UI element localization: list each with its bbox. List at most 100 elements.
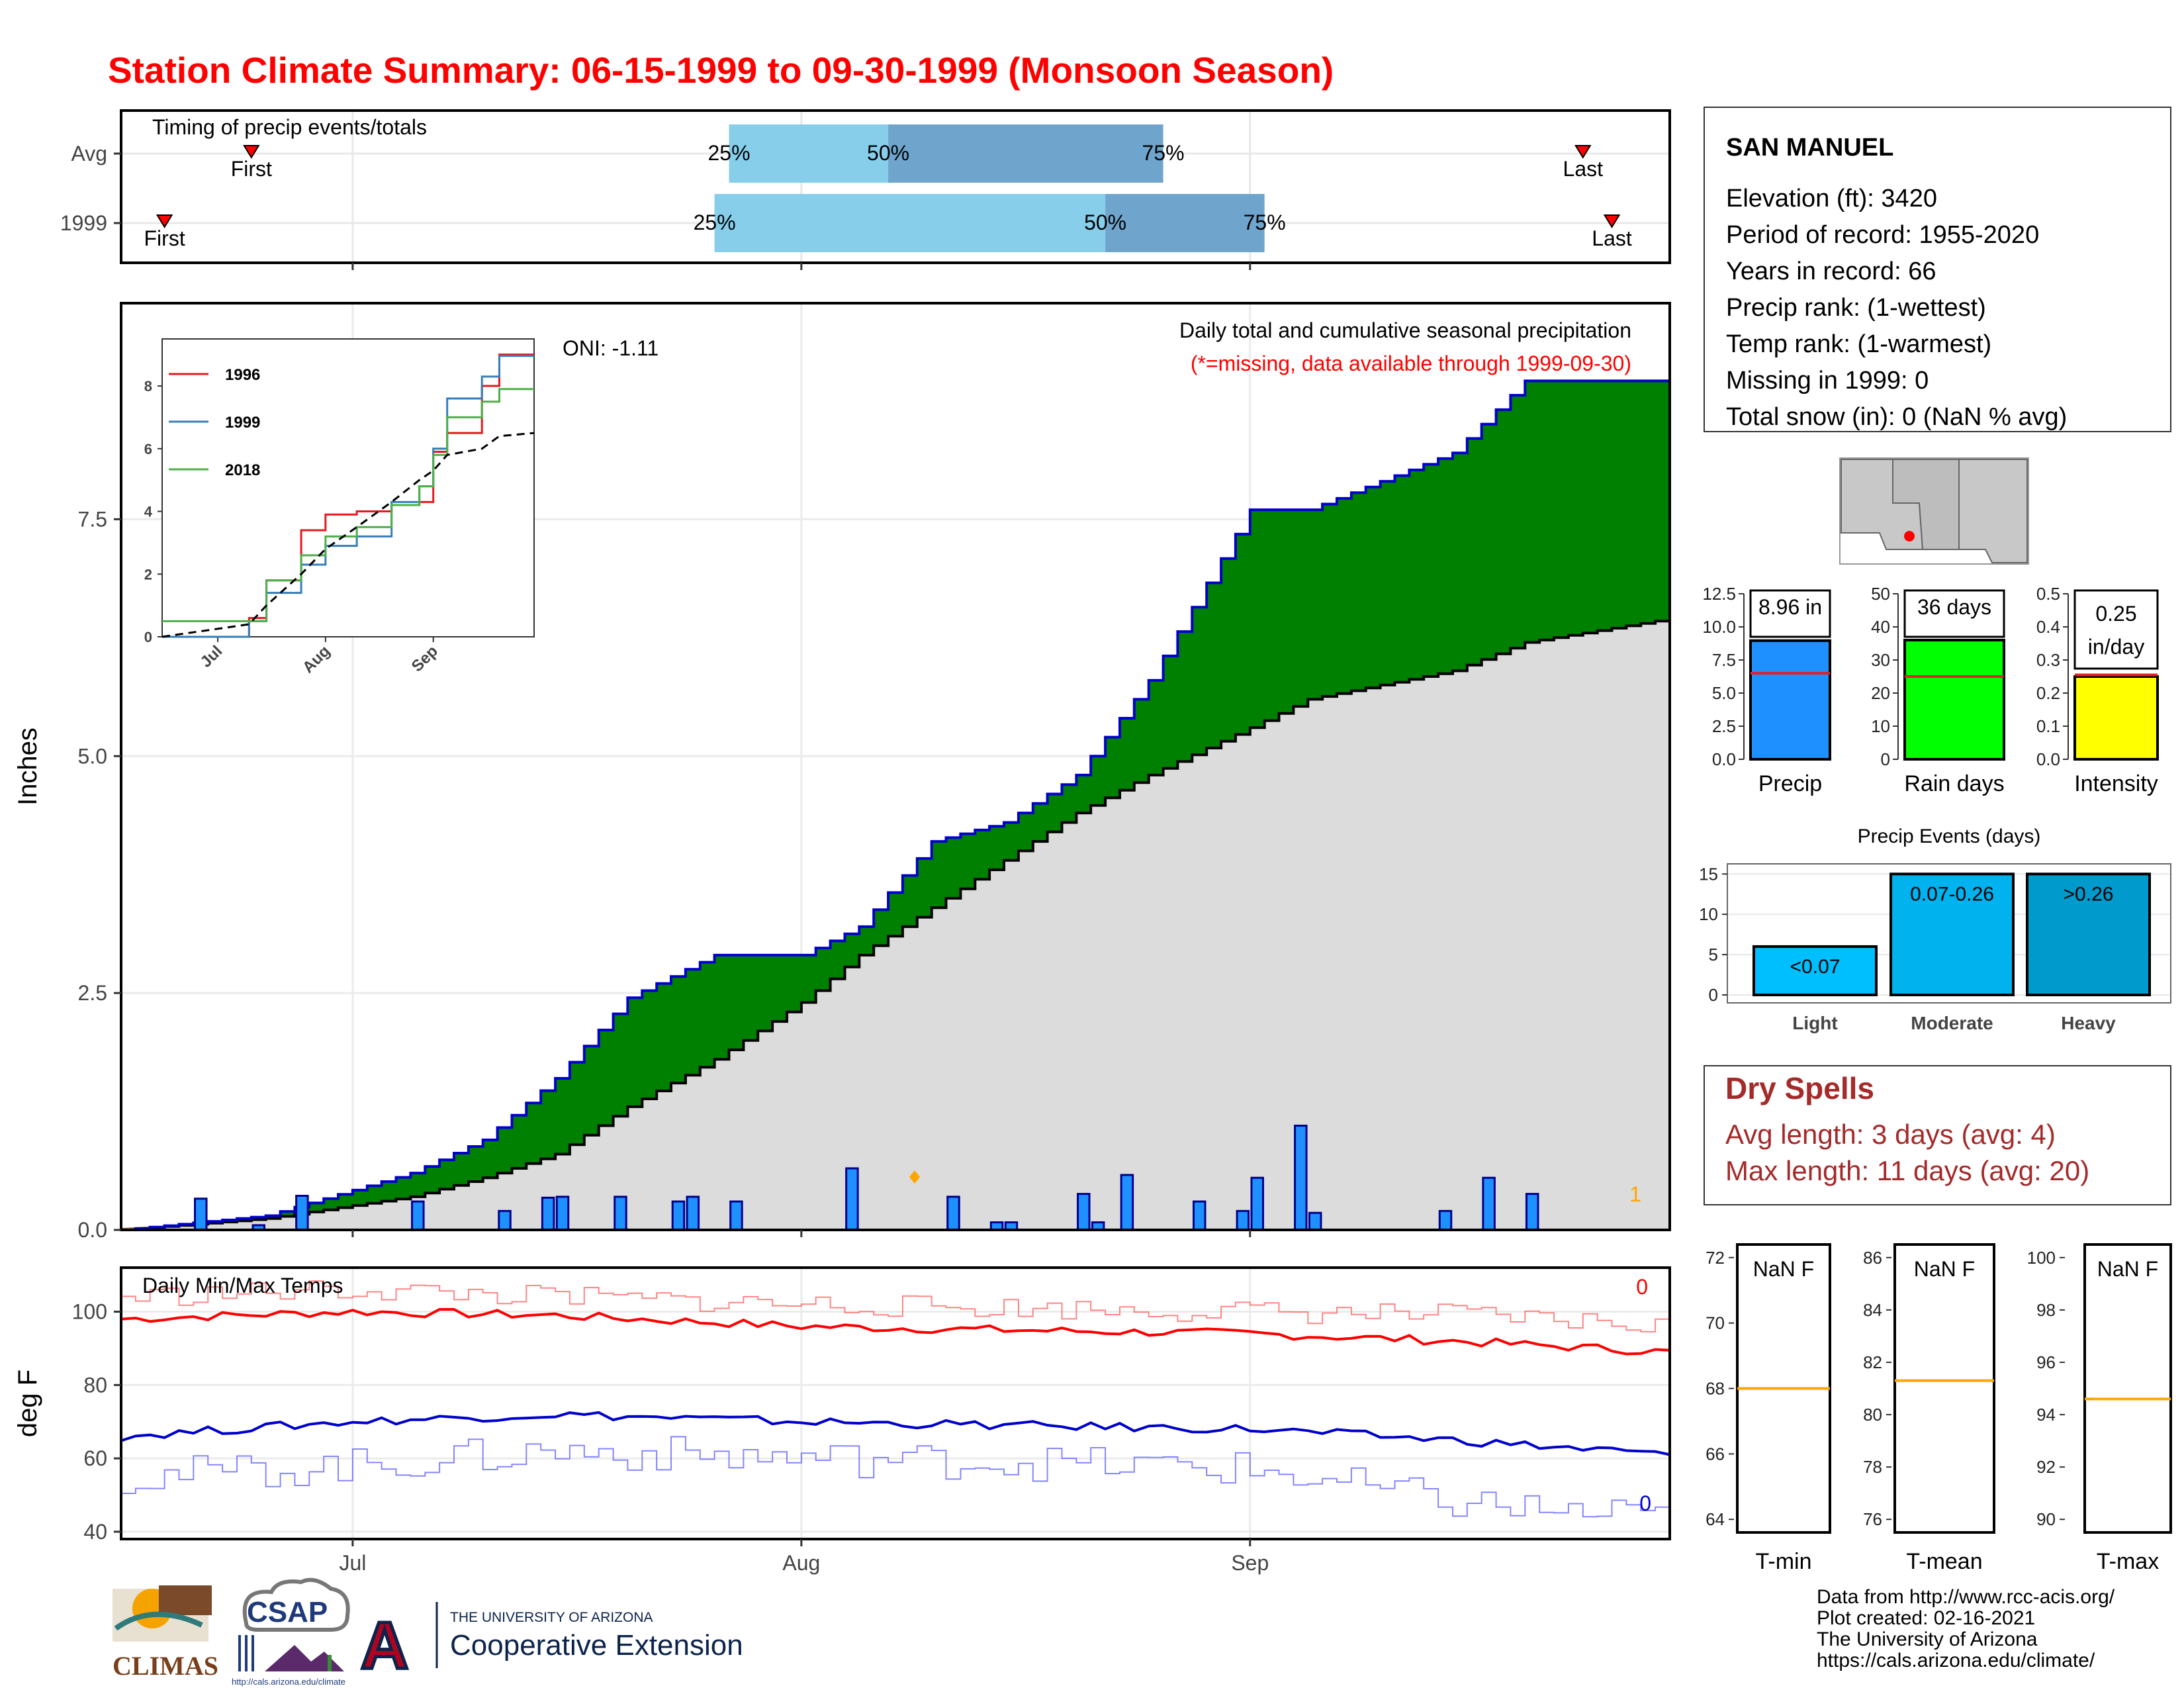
precip-panel: Daily total and cumulative seasonal prec…	[13, 302, 1671, 1242]
station-info-line: Total snow (in): 0 (NaN % avg)	[1726, 403, 2067, 431]
events-title: Precip Events (days)	[1858, 825, 2041, 847]
timing-panel: 25% 50% 75% First Last 25% 50% 75% First Last Tim…	[60, 109, 1671, 270]
summary-ytick: 0	[1881, 749, 1890, 769]
gauge-label: T-min	[1756, 1549, 1812, 1574]
x-tick-label: Sep	[1231, 1551, 1269, 1575]
precip-normal-line	[121, 618, 1671, 1231]
station-info-line: Missing in 1999: 0	[1726, 367, 1929, 395]
summary-bars: 0.0 2.5 5.0 7.5 10.0 12.5 8.96 in Precip 0 10 20 30…	[1702, 584, 2159, 796]
precip-daily-bar	[614, 1196, 627, 1231]
timing-bars: 25% 50% 75% First Last 25% 50% 75% First Last	[144, 124, 1632, 252]
ua-letter-logo: A	[361, 1609, 408, 1683]
summary-ytick: 2.5	[1712, 716, 1736, 736]
timing-label: Timing of precip events/totals	[152, 115, 427, 139]
precip-daily-bar	[411, 1200, 425, 1231]
events-ytick: 15	[1699, 864, 1718, 884]
summary-ytick: 7.5	[1712, 650, 1736, 670]
timing-row-label-year: 1999	[60, 211, 107, 235]
precip-ytick: 5.0	[78, 744, 107, 768]
precip-events-chart: Precip Events (days) 0 5 10 15 <0.07 Light 0.0…	[1699, 825, 2171, 1033]
gauge-ytick: 84	[1863, 1300, 1882, 1320]
gauge-frame-t-max	[2083, 1243, 2172, 1534]
gauge-ytick: 90	[2036, 1509, 2056, 1529]
climas-logo-text: CLIMAS	[113, 1651, 218, 1681]
timing-first-label: First	[231, 157, 272, 181]
inset-series-line	[162, 388, 534, 622]
temp-series-line	[120, 1308, 1670, 1356]
precip-area	[121, 379, 1671, 1231]
gauge-value-label: NaN F	[2097, 1257, 2158, 1281]
logos: CLIMAS CSAP http://cals.arizona.edu/clim…	[113, 1577, 743, 1687]
gauge-ytick: 86	[1863, 1248, 1882, 1268]
station-location-marker	[1904, 531, 1915, 541]
summary-ytick: 40	[1871, 617, 1890, 637]
precip-ytick: 0.0	[78, 1218, 107, 1242]
summary-ytick: 0.1	[2036, 716, 2060, 736]
precip-daily-bar	[1438, 1209, 1453, 1231]
gauge-ytick: 64	[1706, 1509, 1725, 1529]
gauge-value-label: NaN F	[1914, 1257, 1975, 1281]
summary-ytick: 10.0	[1702, 617, 1736, 637]
precip-daily-bar	[498, 1209, 512, 1231]
summary-ytick: 10	[1871, 716, 1890, 736]
events-category-label: Heavy	[2061, 1013, 2116, 1033]
inset-ytick: 0	[144, 629, 152, 645]
credit-line: Data from http://www.rcc-acis.org/	[1817, 1586, 2115, 1608]
gauge-ytick: 80	[1863, 1405, 1882, 1425]
gauge-ytick: 76	[1863, 1509, 1882, 1529]
timing-last-marker	[1574, 145, 1592, 159]
temp-series-line	[121, 1280, 1670, 1333]
timing-row-label-avg: Avg	[71, 142, 107, 165]
inset-series-line	[161, 432, 535, 638]
events-range-label: <0.07	[1790, 956, 1841, 978]
page-title: Station Climate Summary: 06-15-1999 to 0…	[108, 50, 1334, 91]
ua-small-text: THE UNIVERSITY OF ARIZONA	[450, 1610, 653, 1625]
station-info-line: Elevation (ft): 3420	[1726, 185, 1937, 212]
temp-ytick: 40	[83, 1520, 107, 1544]
events-bar-heavy	[2026, 872, 2151, 997]
ua-big-text: Cooperative Extension	[450, 1629, 743, 1662]
inset-ytick: 8	[144, 378, 152, 395]
gauge-ytick: 68	[1706, 1379, 1725, 1399]
inset-ytick: 4	[144, 504, 153, 520]
dry-spells-max: Max length: 11 days (avg: 20)	[1725, 1155, 2089, 1186]
timing-q50-label: 50%	[867, 141, 909, 165]
timing-bar-lower-0	[729, 124, 889, 183]
summary-bar-precip	[1749, 639, 1831, 761]
summary-ytick: 0.0	[1712, 749, 1736, 769]
summary-bar-label: Precip	[1758, 771, 1822, 796]
summary-bar-rain-days	[1903, 639, 2005, 761]
timing-q25-label: 25%	[694, 211, 736, 234]
summary-ytick: 12.5	[1702, 584, 1736, 604]
timing-bar-upper-1	[1105, 194, 1265, 252]
precip-daily-bar	[729, 1200, 743, 1231]
ua-logo: A THE UNIVERSITY OF ARIZONA Cooperative …	[359, 1602, 743, 1685]
station-name: SAN MANUEL	[1726, 134, 1893, 162]
x-tick-label: Aug	[782, 1551, 820, 1575]
dry-spells-box: Dry Spells Avg length: 3 days (avg: 4) M…	[1704, 1065, 2171, 1205]
summary-bar-label: Rain days	[1904, 771, 2004, 796]
credit-line: https://cals.arizona.edu/climate/	[1817, 1650, 2095, 1671]
timing-bar-upper-0	[888, 124, 1163, 183]
x-tick-label: Jul	[339, 1551, 366, 1575]
station-info-line: Years in record: 66	[1726, 258, 1936, 285]
precip-daily-bar	[1193, 1200, 1206, 1231]
gauge-ytick: 70	[1706, 1313, 1725, 1333]
summary-ytick: 0.2	[2036, 683, 2060, 703]
gauge-ytick: 66	[1706, 1444, 1725, 1464]
events-range-label: 0.07-0.26	[1910, 883, 1994, 905]
summary-bar-label: Intensity	[2074, 771, 2158, 796]
precip-daily-bar	[1250, 1176, 1264, 1231]
summary-value-label: 36 days	[1917, 595, 1991, 619]
summary-value-label: 0.25	[2095, 602, 2136, 626]
events-bar-moderate	[1889, 872, 2015, 997]
temp-min-count: 0	[1639, 1491, 1651, 1515]
precip-ytick: 7.5	[78, 507, 107, 531]
precip-yaxis: 0.0 2.5 5.0 7.5	[78, 507, 121, 1242]
precip-daily-bar	[1294, 1125, 1308, 1231]
timing-first-marker	[156, 214, 173, 228]
precip-missing-note: (*=missing, data available through 1999-…	[1191, 352, 1631, 375]
gauge-label: T-mean	[1906, 1549, 1982, 1574]
